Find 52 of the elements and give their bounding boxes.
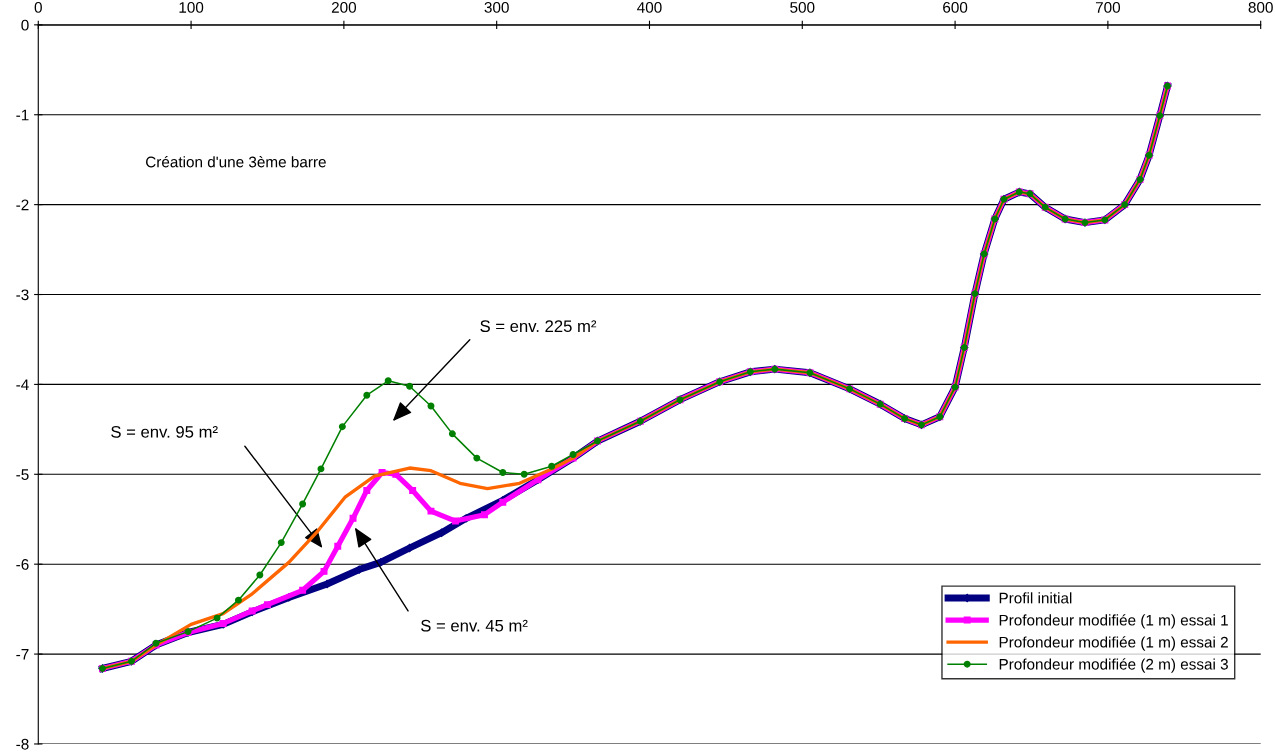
annotation: S = env. 225 m²	[480, 320, 597, 333]
x-tick-label: 500	[790, 1, 815, 13]
y-tick-label: -7	[16, 649, 29, 660]
point	[213, 614, 221, 622]
y-tick-label: 0	[21, 19, 29, 31]
point	[334, 542, 342, 550]
y-tick-label: -4	[16, 379, 29, 390]
point	[520, 470, 528, 478]
point	[349, 514, 357, 522]
x-tick-label: 400	[637, 1, 662, 13]
x-tick-label: 600	[943, 1, 968, 13]
annotation: Création d'une 3ème barre	[146, 155, 326, 168]
legend-label: Profondeur modifiée (1 m) essai 2	[999, 636, 1228, 651]
point	[480, 511, 488, 519]
point	[499, 469, 507, 476]
point	[548, 462, 556, 470]
x-tick-label: 200	[331, 1, 357, 13]
point	[264, 601, 271, 609]
point	[427, 507, 435, 515]
point	[363, 391, 371, 399]
point	[256, 571, 264, 579]
x-tick-label: 700	[1095, 1, 1121, 13]
point	[363, 487, 371, 494]
point	[299, 586, 307, 594]
point	[317, 465, 325, 473]
legend-label: Profil initial	[999, 592, 1072, 604]
point	[448, 430, 456, 438]
y-tick-label: -1	[16, 109, 29, 121]
point	[299, 500, 307, 508]
point	[569, 451, 577, 458]
x-tick-label: 100	[179, 1, 204, 13]
point	[451, 517, 459, 525]
annotation: S = env. 95 m²	[111, 425, 218, 438]
point	[277, 539, 285, 547]
annotation: S = env. 45 m²	[421, 619, 528, 632]
y-tick-label: -6	[16, 559, 29, 570]
y-tick-label: -5	[16, 469, 29, 480]
point	[338, 423, 346, 431]
legend-label: Profondeur modifiée (2 m) essai 3	[999, 658, 1228, 673]
y-tick-label: -3	[16, 289, 29, 301]
y-tick-label: -8	[16, 738, 29, 750]
x-tick-label: 300	[484, 1, 509, 13]
x-tick-label: 800	[1248, 1, 1273, 13]
point	[406, 382, 414, 390]
point	[384, 377, 392, 385]
point	[473, 454, 481, 462]
point	[409, 487, 417, 494]
legend-label: Profondeur modifiée (1 m) essai 1	[999, 614, 1228, 629]
point	[320, 567, 328, 575]
point	[234, 596, 242, 604]
y-tick-label: -2	[16, 199, 29, 211]
x-tick-label: 0	[34, 1, 42, 13]
